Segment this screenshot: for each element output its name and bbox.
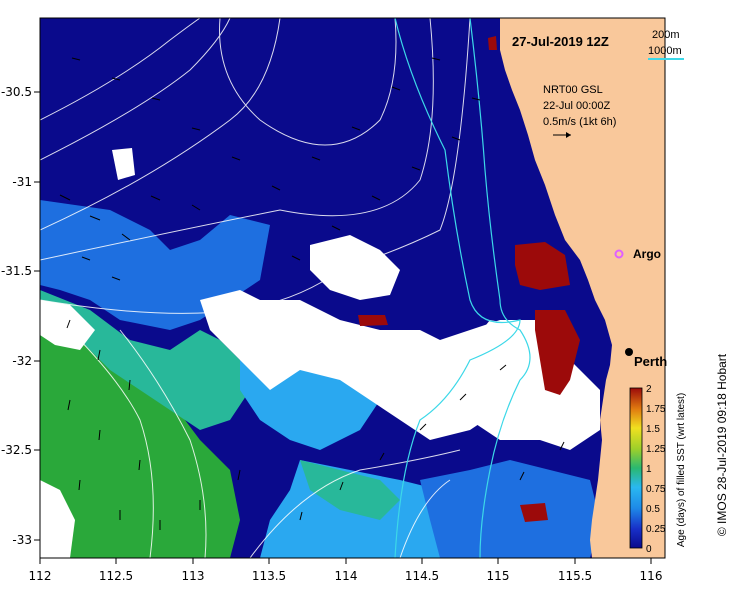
sst-age2-patch-4: [520, 503, 548, 522]
legend-1000m-label: 1000m: [648, 45, 682, 57]
lon-tick-label: 114.5: [405, 569, 439, 583]
sst-age2-patch-5: [488, 36, 497, 50]
lon-tick-label: 115.5: [558, 569, 592, 583]
currents-source: NRT00 GSL: [543, 84, 603, 96]
lat-tick-label: -33: [12, 533, 32, 547]
current-vectors: [59, 57, 565, 530]
currents-time: 22-Jul 00:00Z: [543, 100, 611, 112]
isobaths: [394, 18, 531, 558]
credit-text: © IMOS 28-Jul-2019 09:18 Hobart: [715, 353, 729, 536]
perth-label: Perth: [634, 354, 667, 369]
currents-scale-arrow: [553, 132, 571, 138]
colorbar-label: Age (days) of filled SST (wrt latest): [676, 393, 687, 547]
map-date: 27-Jul-2019 12Z: [512, 34, 609, 49]
colorbar-tick: 1.5: [646, 424, 660, 435]
lat-tick-label: -32: [12, 354, 32, 368]
map-frame: [39, 17, 666, 559]
sst-age2-patch-2: [535, 310, 580, 395]
argo-marker-icon: [614, 249, 624, 259]
colorbar-tick: 2: [646, 384, 652, 395]
lon-tick-label: 112: [29, 569, 52, 583]
colorbar-tick: 1.75: [646, 404, 666, 415]
sst-teal-region-2: [300, 460, 400, 520]
colorbar-tick: 1: [646, 464, 652, 475]
colorbar-tick: 0.75: [646, 484, 666, 495]
colorbar: 0 0.25 0.5 0.75 1 1.25 1.5 1.75 2 Age (d…: [629, 384, 687, 555]
lat-axis: -30.5 -31 -31.5 -32 -32.5 -33: [1, 85, 40, 547]
colorbar-tick: 0.25: [646, 524, 666, 535]
sst-age2-patch-1: [515, 242, 570, 290]
colorbar-tick: 1.25: [646, 444, 666, 455]
cloud-gap-small: [112, 148, 135, 180]
sst-blue-region-se: [420, 460, 600, 558]
lon-tick-label: 113.5: [252, 569, 286, 583]
lon-tick-label: 114: [335, 569, 358, 583]
lat-tick-label: -31.5: [1, 264, 32, 278]
colorbar-tick: 0: [646, 544, 652, 555]
argo-label: Argo: [633, 247, 661, 261]
lat-tick-label: -32.5: [1, 443, 32, 457]
colorbar-tick: 0.5: [646, 504, 660, 515]
perth-marker-icon: [625, 348, 633, 356]
lon-tick-label: 113: [182, 569, 205, 583]
colorbar-gradient: [629, 387, 643, 549]
map-plot: [40, 18, 665, 558]
cloud-gap-west: [40, 300, 95, 350]
lon-tick-label: 112.5: [99, 569, 133, 583]
place-perth: Perth: [625, 348, 667, 369]
sst-age2-patch-3: [358, 315, 388, 326]
sst-teal-region: [40, 290, 250, 430]
cloud-gap-east: [460, 320, 600, 450]
place-argo: Argo: [614, 247, 661, 261]
land-western-australia: [500, 18, 665, 558]
contour-lines: [40, 18, 471, 558]
legend-200m-label: 200m: [652, 29, 680, 41]
cloud-gap-sw: [40, 480, 75, 558]
sst-green-region: [40, 320, 240, 558]
cloud-gap-north: [310, 235, 400, 300]
lon-tick-label: 116: [640, 569, 663, 583]
lon-tick-label: 115: [487, 569, 510, 583]
isobath-200m: [394, 18, 521, 558]
currents-scale: 0.5m/s (1kt 6h): [543, 116, 616, 128]
lat-tick-label: -31: [12, 175, 32, 189]
lat-tick-label: -30.5: [1, 85, 32, 99]
isobath-1000m: [469, 18, 531, 558]
lon-axis: 112 112.5 113 113.5 114 114.5 115 115.5 …: [29, 558, 663, 583]
